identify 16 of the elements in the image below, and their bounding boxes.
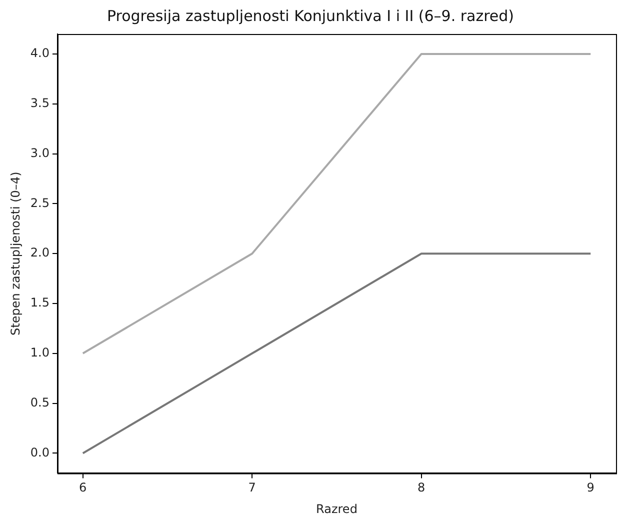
y-tick-label: 3.5 [30,96,50,110]
x-axis-title: Razred [316,502,358,516]
x-tick-label: 6 [79,480,87,495]
x-tick-label: 8 [418,480,426,495]
y-tick-label: 2.0 [30,246,50,260]
y-tick-label: 1.0 [30,346,50,360]
chart-title: Progresija zastupljenosti Konjunktiva I i II (6–9. razred) [106,6,514,25]
y-tick-label: 3.0 [30,146,50,160]
y-tick-label: 4.0 [30,46,50,60]
y-tick-label: 1.5 [30,296,50,310]
x-tick-label: 7 [248,480,256,495]
y-tick-label: 0.5 [30,395,50,410]
y-axis-title: Stepen zastupljenosti (0–4) [8,172,22,336]
y-tick-label: 2.5 [30,196,50,210]
y-tick-label: 0.0 [30,445,50,460]
x-tick-label: 9 [586,480,594,495]
